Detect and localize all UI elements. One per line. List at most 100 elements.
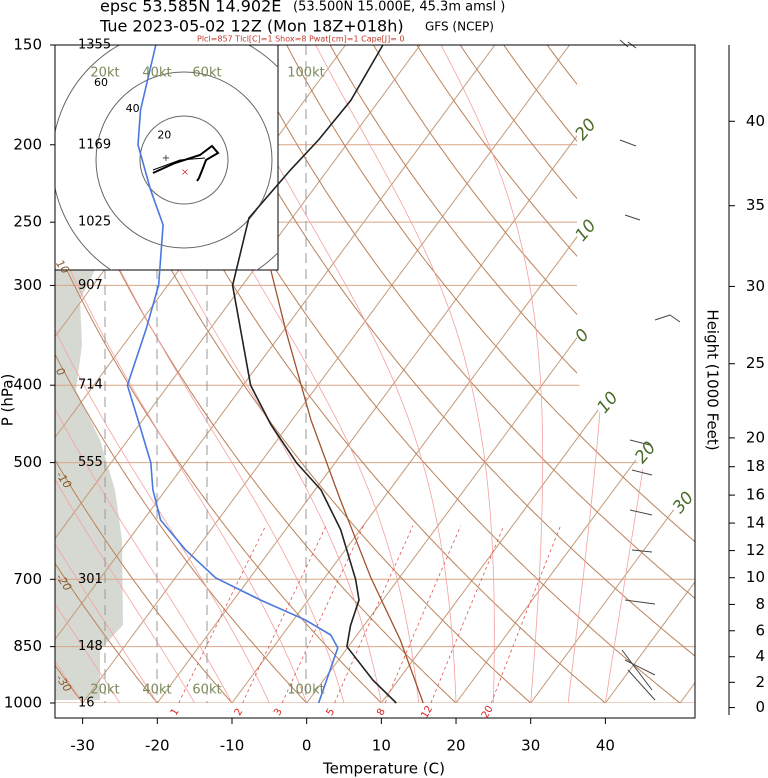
hodograph-mark: +	[162, 153, 170, 164]
isotherm-label: 30	[669, 488, 698, 517]
y2-tick-label: 16	[746, 486, 765, 504]
wind-barb	[624, 214, 641, 221]
moist-adiabat	[440, 45, 544, 703]
y-tick-label: 1000	[4, 694, 42, 712]
dry-adiabat	[590, 45, 695, 703]
dry-adiabat	[69, 45, 532, 703]
wind-barb	[619, 39, 629, 48]
height-label: 1169	[78, 137, 111, 152]
profile-line	[270, 269, 424, 704]
isotherm	[306, 45, 695, 703]
dry-adiabat	[55, 45, 308, 703]
mixing-ratio-label: 2	[233, 707, 246, 718]
y2-tick-label: 2	[755, 673, 765, 691]
wind-barb	[619, 139, 637, 147]
hodograph-trace	[152, 157, 206, 171]
height-label: 1025	[78, 215, 111, 230]
height-label: 301	[78, 572, 103, 587]
moist-adiabat	[567, 45, 608, 703]
mixing-ratio-line	[384, 525, 462, 703]
y-tick-label: 200	[13, 135, 42, 153]
hodograph-trace	[152, 144, 220, 182]
y2-tick-label: 40	[746, 112, 765, 130]
x-tick-label: -30	[70, 737, 95, 755]
speed-label: 40kt	[142, 66, 171, 81]
x-tick-label: 40	[596, 737, 615, 755]
title: epsc 53.585N 14.902E	[100, 0, 281, 16]
dry-adiabat	[676, 45, 695, 703]
dry-adiabat	[373, 45, 695, 703]
moist-adiabat	[55, 45, 233, 703]
y2-tick-label: 30	[746, 277, 765, 295]
isotherm	[82, 45, 570, 703]
dry-adiabat	[155, 45, 681, 703]
height-label: 555	[78, 455, 103, 470]
hodograph-ring	[139, 115, 229, 205]
x-axis-label: Temperature (C)	[322, 760, 445, 778]
wind-barb	[624, 659, 656, 676]
isotherm	[55, 45, 496, 703]
wind-barb	[631, 549, 653, 553]
hodograph-rings: 20 40 60	[55, 45, 278, 270]
y2-tick-label: 8	[755, 595, 765, 613]
moist-adiabat	[55, 45, 158, 703]
mixing-ratio-label: 5	[325, 707, 338, 718]
moist-adiabat	[55, 45, 121, 703]
height-label: 714	[78, 378, 103, 393]
y-tick-label: 500	[13, 453, 42, 471]
height-label: 16	[78, 696, 95, 711]
mixing-ratio-line	[178, 525, 266, 703]
y2-axis-label: Height (1000 Feet)	[704, 309, 722, 450]
mixing-ratio-label: 1	[169, 707, 182, 718]
y2-tick-label: 14	[746, 514, 765, 532]
isotherm	[55, 45, 421, 703]
wind-barb	[631, 469, 653, 476]
mixing-ratio-line	[490, 525, 561, 703]
wind-barb	[624, 599, 656, 605]
dry-adiabat	[329, 45, 695, 703]
model: GFS (NCEP)	[425, 20, 494, 34]
y-axis-label: P (hPa)	[0, 374, 17, 427]
isotherm	[604, 45, 695, 703]
profile-line	[231, 44, 397, 704]
mixing-ratio-line	[242, 525, 327, 703]
y2-tick-label: 20	[746, 428, 765, 446]
speed-label: 60kt	[192, 683, 221, 698]
wind-barb	[627, 669, 656, 701]
location: (53.500N 15.000E, 45.3m amsl )	[293, 0, 505, 15]
isotherm	[530, 45, 695, 703]
wind-barb	[629, 439, 651, 446]
moist-adiabat	[79, 45, 382, 703]
y-tick-label: 850	[13, 637, 42, 655]
storm-motion: ×	[181, 167, 189, 178]
moist-adiabat	[605, 45, 694, 703]
dry-adiabat	[55, 45, 158, 703]
mixing-ratio-line	[334, 525, 414, 703]
plot-frame	[54, 44, 696, 719]
moist-adiabat	[55, 45, 195, 703]
wind-barb	[669, 314, 681, 323]
x-tick-label: -20	[145, 737, 170, 755]
hodograph-ring-label: 20	[157, 129, 171, 142]
dry-adiabat	[199, 45, 695, 703]
isotherm	[455, 45, 695, 703]
hodograph-ring-label: 40	[126, 102, 140, 115]
moist-adiabat	[55, 45, 308, 703]
height-label: 148	[78, 639, 103, 654]
y-tick-label: 700	[13, 570, 42, 588]
mixing-ratio-line	[430, 525, 505, 703]
x-tick-label: 30	[521, 737, 540, 755]
y-tick-label: 300	[13, 276, 42, 294]
height-label: 907	[78, 278, 103, 293]
moist-adiabat	[217, 45, 457, 703]
y2-tick-label: 10	[746, 568, 765, 586]
dry-adiabat	[55, 45, 233, 703]
y2-tick-label: 35	[746, 196, 765, 214]
y2-tick-label: 4	[755, 647, 765, 665]
speed-label: 20kt	[90, 683, 119, 698]
y2-tick-label: 6	[755, 621, 765, 639]
wind-barb	[654, 314, 671, 321]
speed-label: 20kt	[90, 66, 119, 81]
mixing-ratio-label: 3	[272, 707, 285, 718]
